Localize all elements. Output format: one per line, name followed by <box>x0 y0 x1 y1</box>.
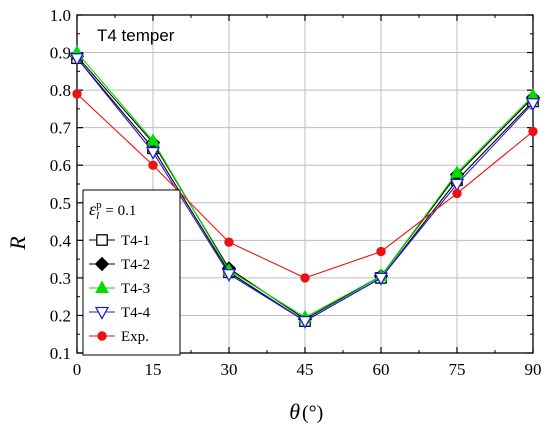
data-point <box>450 165 464 178</box>
y-tick-label: 0.5 <box>50 194 71 213</box>
data-point <box>452 188 462 199</box>
data-point <box>297 315 313 329</box>
series-layer <box>69 45 541 329</box>
legend-label: T4-3 <box>121 281 150 297</box>
legend-header: εlp = 0.1 <box>89 199 136 222</box>
y-axis-title: R <box>5 236 30 251</box>
legend-item: T4-1 <box>89 233 150 249</box>
legend-label: Exp. <box>121 329 149 345</box>
y-tick-label: 1.0 <box>50 6 71 25</box>
x-tick-label: 0 <box>73 360 82 379</box>
data-point <box>146 133 160 146</box>
data-point <box>72 89 82 99</box>
data-point <box>221 268 237 282</box>
legend-item: Exp. <box>89 329 149 345</box>
legend-item: T4-2 <box>89 256 150 273</box>
y-tick-label: 0.6 <box>50 156 71 175</box>
y-tick-label: 0.7 <box>50 119 72 138</box>
y-tick-label: 0.3 <box>50 269 71 288</box>
legend: εlp = 0.1 T4-1 T4-2 T4-3 T4-4 Exp. <box>82 189 181 356</box>
x-axis-title: θ (°) <box>289 399 323 424</box>
x-tick-label: 75 <box>449 360 466 379</box>
data-point <box>145 146 161 160</box>
y-tick-label: 0.2 <box>50 306 71 325</box>
legend-item: T4-3 <box>89 280 150 297</box>
y-tick-label: 0.9 <box>50 44 71 63</box>
data-point <box>148 160 158 170</box>
legend-label: T4-2 <box>121 257 150 273</box>
legend-box <box>82 189 181 356</box>
y-tick-label: 0.4 <box>50 231 72 250</box>
data-point <box>373 272 389 286</box>
x-axis-title-symbol: θ <box>289 399 300 424</box>
x-tick-label: 90 <box>525 360 542 379</box>
y-tick-label: 0.8 <box>50 81 71 100</box>
legend-label: T4-1 <box>121 233 150 249</box>
legend-swatch-marker <box>94 256 110 272</box>
y-tick-label: 0.1 <box>50 344 71 363</box>
x-tick-label: 15 <box>145 360 162 379</box>
legend-item: T4-4 <box>89 305 151 321</box>
series-t4-4 <box>69 53 541 329</box>
data-point <box>376 246 386 257</box>
legend-swatch-marker <box>94 306 110 320</box>
x-tick-label: 30 <box>221 360 238 379</box>
data-point <box>525 98 541 112</box>
data-point <box>300 273 310 283</box>
x-tick-label: 45 <box>297 360 314 379</box>
x-tick-label: 60 <box>373 360 390 379</box>
legend-swatch-marker <box>96 234 108 246</box>
legend-swatch-marker <box>95 280 109 293</box>
x-axis-title-unit: (°) <box>302 402 323 424</box>
data-point <box>224 237 234 247</box>
data-point <box>449 178 465 192</box>
axes: 0 15 30 45 60 75 90 0.1 0.2 0.3 0.4 0.5 0.6 0.7 0.8 0.9… <box>50 6 542 379</box>
data-point <box>528 126 538 137</box>
legend-label: T4-4 <box>121 305 151 321</box>
legend-swatch-marker <box>97 331 107 341</box>
series-exp <box>72 89 538 283</box>
data-point <box>69 53 85 67</box>
chart-annotation: T4 temper <box>97 26 175 45</box>
